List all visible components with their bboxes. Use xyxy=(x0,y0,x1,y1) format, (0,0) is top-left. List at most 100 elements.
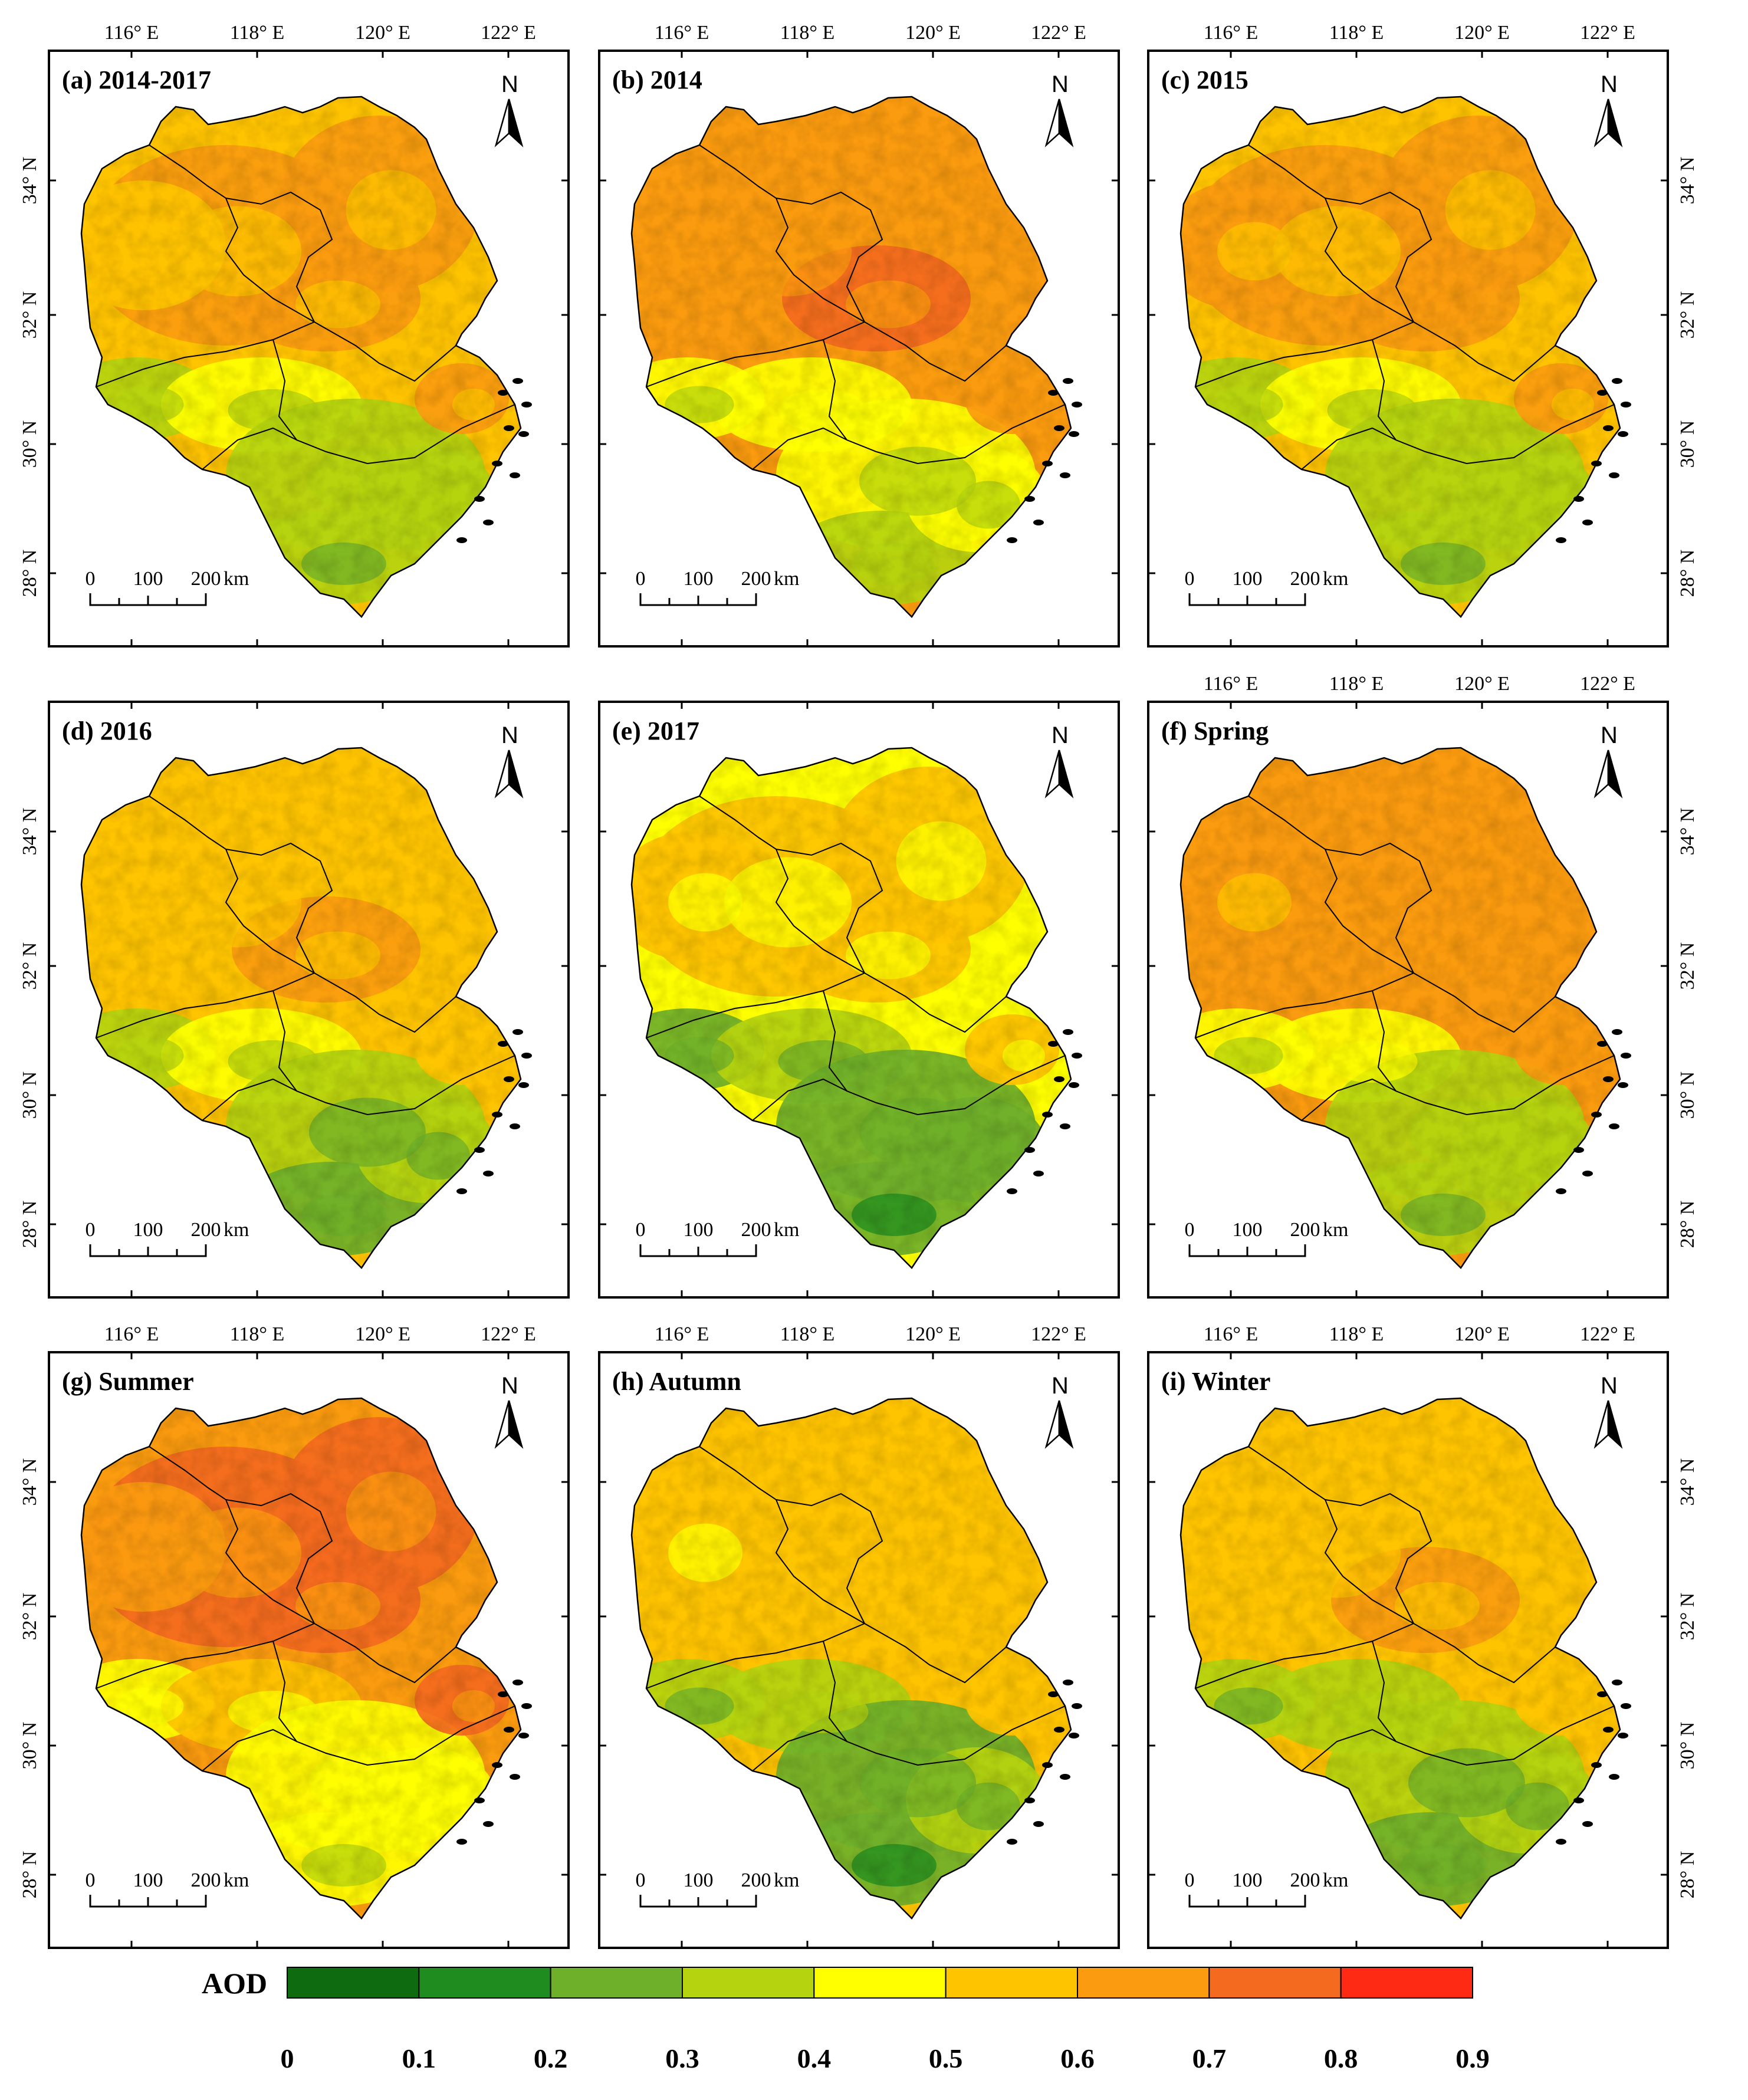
longitude-label: 118° E xyxy=(1329,1323,1384,1345)
legend-tick-label: 0.2 xyxy=(534,2043,568,2073)
longitude-label: 116° E xyxy=(104,1323,159,1345)
latitude-label: 34° N xyxy=(19,1458,41,1506)
island xyxy=(483,520,494,525)
island xyxy=(1072,1703,1082,1709)
north-letter: N xyxy=(501,71,518,97)
scale-unit: km xyxy=(1323,568,1348,590)
island xyxy=(1621,402,1631,407)
island xyxy=(1033,1171,1044,1176)
scale-label: 100 xyxy=(133,568,163,590)
island xyxy=(1621,1703,1631,1709)
island xyxy=(512,1680,523,1685)
scale-label: 200 xyxy=(191,568,221,590)
island xyxy=(1007,537,1017,543)
longitude-label: 120° E xyxy=(905,1323,961,1345)
province-boundary xyxy=(699,144,1007,382)
island xyxy=(504,1076,514,1082)
panel-title: (e) 2017 xyxy=(612,717,699,745)
island xyxy=(498,390,508,396)
island xyxy=(512,1029,523,1035)
longitude-label: 122° E xyxy=(481,22,536,44)
north-arrow-icon: N xyxy=(1593,722,1623,798)
legend-swatch xyxy=(682,1967,815,1999)
island xyxy=(1618,1733,1628,1739)
island xyxy=(518,431,529,437)
island xyxy=(498,1691,508,1697)
panel-title: (c) 2015 xyxy=(1161,65,1248,94)
province-boundary xyxy=(1301,1078,1397,1121)
island xyxy=(504,1727,514,1733)
island xyxy=(1054,1076,1064,1082)
latitude-label: 34° N xyxy=(19,808,41,856)
north-letter: N xyxy=(501,1373,518,1399)
scale-bar: 0 100 200 km xyxy=(1185,1219,1348,1257)
island xyxy=(1069,431,1079,437)
island xyxy=(1063,378,1073,384)
scale-bar: 0 100 200 km xyxy=(1185,1869,1348,1908)
island xyxy=(483,1171,494,1176)
province-boundary xyxy=(1301,1728,1397,1772)
map-panel-c: (c) 2015 N 0 100 200 km 116° E 118° E 120° E 122°… xyxy=(1147,22,1698,648)
legend-swatch xyxy=(1340,1967,1474,1999)
map-panel-d: (d) 2016 N 0 100 200 km 34° N 32° N 30° N 28° N xyxy=(19,701,570,1299)
island xyxy=(1072,402,1082,407)
province-boundary xyxy=(1248,144,1556,382)
island xyxy=(1618,1082,1628,1088)
island xyxy=(1007,1188,1017,1194)
island xyxy=(1054,425,1064,431)
north-letter: N xyxy=(1052,71,1069,97)
island xyxy=(518,1733,529,1739)
map-panel-b: (b) 2014 N 0 100 200 km 116° E 118° E 120° E 122°… xyxy=(598,22,1120,648)
island xyxy=(1609,1123,1619,1129)
north-arrow-icon: N xyxy=(494,71,524,147)
island xyxy=(492,1762,502,1768)
panel-title: (h) Autumn xyxy=(612,1367,741,1396)
north-arrow-icon: N xyxy=(1044,1373,1074,1449)
island xyxy=(1024,496,1035,502)
scale-unit: km xyxy=(774,568,799,590)
north-letter: N xyxy=(1601,1373,1618,1399)
longitude-label: 118° E xyxy=(230,1323,285,1345)
aod-legend: AOD 0 0.1 0.2 0.3 0.4 0.5 0.6 0.7 0.8 0.9 xyxy=(202,1967,1490,2073)
map-panel-g: (g) Summer N 0 100 200 km 116° E 118° E 120° E 12… xyxy=(19,1323,570,1949)
scale-label: 100 xyxy=(684,568,714,590)
province-boundary xyxy=(823,339,1066,465)
island xyxy=(518,1082,529,1088)
island xyxy=(1612,1680,1622,1685)
legend-tick-label: 0.8 xyxy=(1324,2043,1358,2073)
latitude-label: 34° N xyxy=(1677,157,1698,205)
latitude-label: 30° N xyxy=(1677,420,1698,468)
north-arrow-icon: N xyxy=(494,722,524,798)
latitude-label: 32° N xyxy=(1677,942,1698,990)
scale-label: 0 xyxy=(86,1869,96,1891)
map-panel-i: (i) Winter N 0 100 200 km 116° E 118° E 120° E 12… xyxy=(1147,1323,1698,1949)
island xyxy=(1582,1171,1593,1176)
province-boundary xyxy=(752,1078,847,1121)
province-boundary xyxy=(149,144,456,382)
legend-swatch xyxy=(1208,1967,1342,1999)
province-boundary xyxy=(1372,1641,1615,1766)
panel-title: (i) Winter xyxy=(1161,1367,1270,1396)
scale-bar: 0 100 200 km xyxy=(86,568,249,606)
latitude-label: 28° N xyxy=(19,550,41,597)
panel-title: (b) 2014 xyxy=(612,65,702,94)
island xyxy=(1556,1839,1566,1845)
scale-unit: km xyxy=(224,1219,249,1241)
panel-title: (g) Summer xyxy=(62,1367,194,1396)
scale-label: 200 xyxy=(1290,1869,1320,1891)
province-boundary xyxy=(1372,990,1615,1116)
scale-label: 0 xyxy=(1185,1869,1195,1891)
longitude-label: 116° E xyxy=(655,1323,709,1345)
scale-label: 100 xyxy=(1233,568,1263,590)
scale-label: 100 xyxy=(1233,1219,1263,1241)
island xyxy=(510,472,520,478)
province-boundary xyxy=(149,796,456,1033)
province-boundary xyxy=(646,321,865,387)
island xyxy=(474,496,485,502)
legend-tick-label: 0.3 xyxy=(665,2043,699,2073)
scale-label: 200 xyxy=(741,1869,771,1891)
scale-label: 100 xyxy=(133,1219,163,1241)
island xyxy=(1603,1727,1614,1733)
province-boundary xyxy=(1325,191,1432,323)
longitude-label: 118° E xyxy=(780,22,835,44)
